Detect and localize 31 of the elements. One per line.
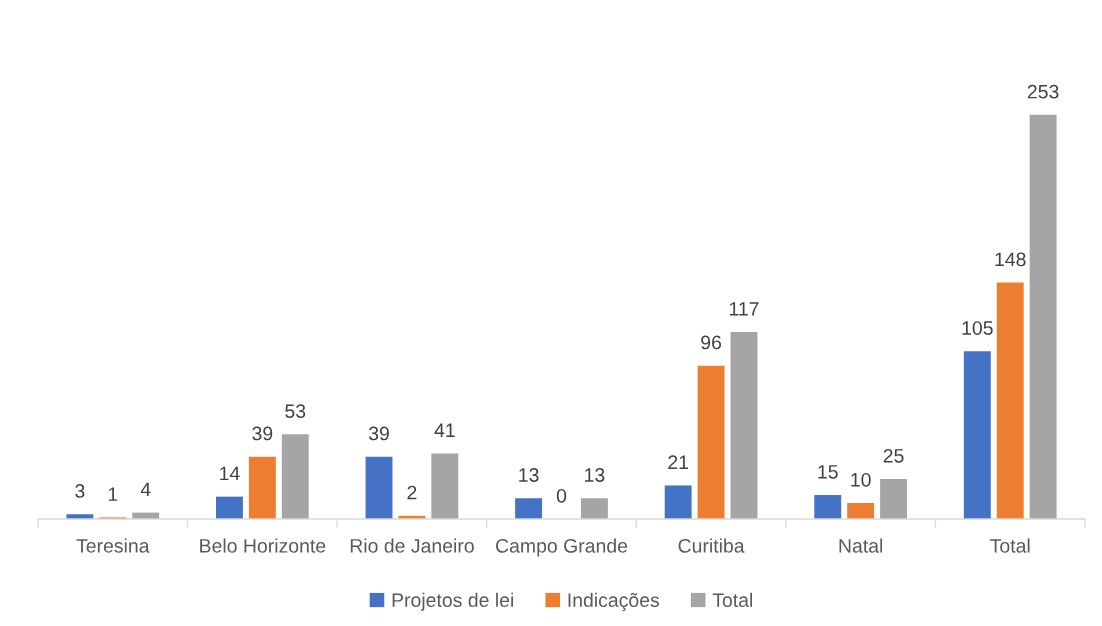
data-label: 4	[140, 482, 151, 497]
data-label: 105	[962, 321, 993, 335]
x-tick-label: Total	[990, 538, 1030, 553]
legend-label: Total	[712, 592, 753, 608]
data-label: 13	[585, 468, 605, 482]
data-label: 39	[252, 426, 273, 441]
data-label: 10	[851, 472, 871, 487]
data-label: 96	[701, 335, 722, 350]
data-label: 41	[434, 423, 455, 437]
x-tick-label: Campo Grande	[496, 538, 628, 557]
data-label: 1	[108, 487, 118, 501]
data-label: 117	[729, 302, 759, 316]
x-tick-label: Teresina	[76, 538, 150, 553]
x-tick-label: Natal	[839, 538, 883, 553]
data-label: 25	[883, 448, 904, 463]
data-label: 2	[407, 485, 417, 500]
x-tick-label: Rio de Janeiro	[350, 538, 474, 553]
data-label: 148	[995, 252, 1026, 267]
data-label: 3	[75, 484, 85, 498]
legend-label: Projetos de lei	[392, 592, 513, 611]
data-label: 53	[285, 404, 306, 418]
data-label: 14	[220, 466, 240, 481]
data-label: 13	[519, 468, 539, 482]
data-label: 15	[818, 465, 838, 479]
data-label: 39	[368, 426, 389, 441]
data-label: 0	[556, 488, 567, 503]
x-tick-label: Curitiba	[678, 538, 745, 553]
legend-label: Indicações	[568, 592, 660, 611]
data-label: 21	[668, 455, 689, 469]
x-tick-label: Belo Horizonte	[200, 538, 326, 553]
data-label: 253	[1027, 84, 1059, 99]
